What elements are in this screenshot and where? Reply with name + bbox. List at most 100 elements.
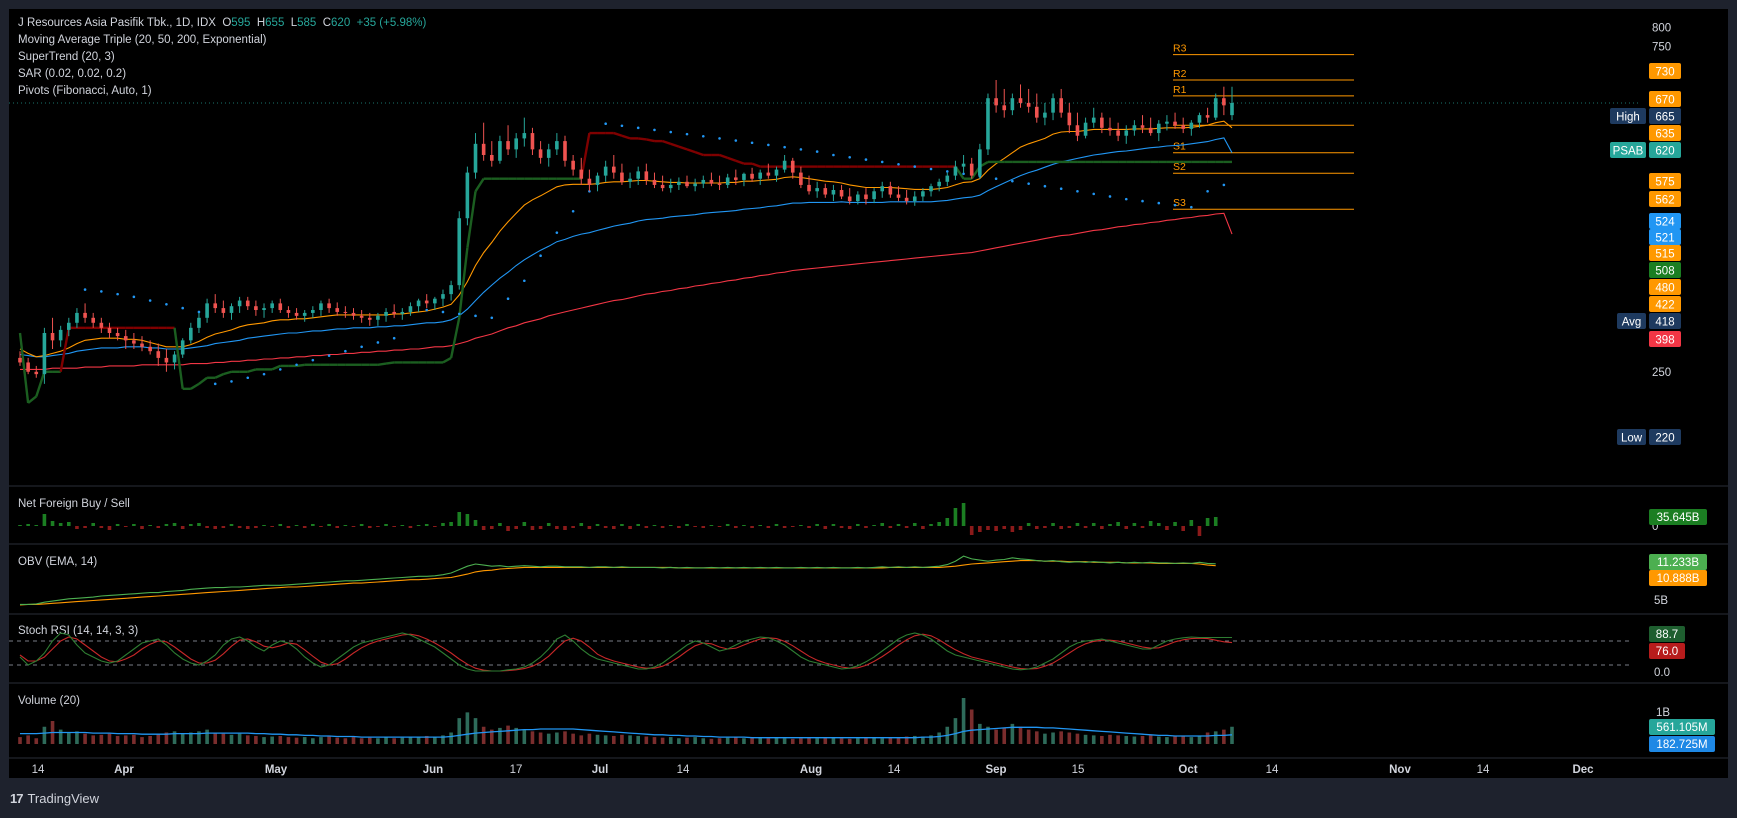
candle-body bbox=[34, 371, 39, 375]
net-foreign-bar bbox=[1108, 524, 1112, 526]
net-foreign-bar bbox=[563, 526, 567, 530]
x-tick-14: 14 bbox=[888, 764, 901, 776]
low-label: L bbox=[290, 17, 298, 29]
price-label-value: 508 bbox=[1655, 266, 1674, 278]
price-label-value: 562 bbox=[1655, 195, 1674, 207]
indicator-ma-triple[interactable]: Moving Average Triple (20, 50, 200, Expo… bbox=[18, 34, 267, 46]
candle-body bbox=[660, 184, 665, 189]
volume-last-box bbox=[1649, 719, 1715, 735]
price-label-value: 398 bbox=[1655, 335, 1674, 347]
candle bbox=[1100, 112, 1104, 134]
y-tick-750: 750 bbox=[1652, 42, 1671, 54]
candle bbox=[1181, 117, 1185, 134]
net-foreign-bar bbox=[831, 524, 836, 526]
price-label-box bbox=[1649, 429, 1681, 445]
candle bbox=[1124, 125, 1129, 144]
net-foreign-bar bbox=[67, 522, 71, 526]
sar-dot bbox=[799, 148, 803, 151]
net-foreign-bar bbox=[424, 524, 429, 526]
sar-dot bbox=[1059, 187, 1063, 191]
net-foreign-bar bbox=[953, 508, 958, 526]
supertrend-segment bbox=[173, 327, 184, 389]
candle-body bbox=[717, 183, 722, 185]
candle-body bbox=[563, 141, 567, 161]
candle bbox=[660, 175, 665, 192]
candle-body bbox=[937, 181, 941, 187]
supertrend-segment bbox=[377, 362, 387, 366]
net-foreign-bar bbox=[83, 526, 87, 528]
net-foreign-bar bbox=[595, 524, 600, 526]
candle bbox=[709, 172, 714, 187]
candle-body bbox=[1189, 122, 1194, 129]
candle bbox=[774, 166, 779, 182]
net-foreign-bar bbox=[1051, 523, 1055, 526]
obv-last-text: 10.888B bbox=[1657, 573, 1700, 585]
candle-body bbox=[1173, 121, 1177, 126]
indicator-sar[interactable]: SAR (0.02, 0.02, 0.2) bbox=[18, 68, 127, 80]
sar-dot bbox=[132, 295, 136, 299]
net-foreign-bar bbox=[660, 526, 665, 528]
supertrend-segment bbox=[646, 138, 655, 143]
net-foreign-bar bbox=[1100, 526, 1104, 529]
candle-body bbox=[929, 186, 933, 192]
volume-bar bbox=[481, 726, 486, 744]
net-foreign-bar bbox=[1018, 526, 1023, 530]
candle-body bbox=[530, 133, 535, 150]
tradingview-footer[interactable]: 17 TradingView bbox=[10, 791, 99, 806]
price-label-422: 422 bbox=[1649, 296, 1681, 312]
price-label-box bbox=[1649, 125, 1681, 141]
net-foreign-bar bbox=[603, 526, 608, 528]
net-foreign-bar bbox=[668, 525, 673, 526]
candle-body bbox=[1083, 122, 1088, 136]
volume-bar bbox=[685, 737, 689, 744]
volume-bar bbox=[782, 738, 787, 744]
candle-body bbox=[58, 329, 63, 341]
sar-dot bbox=[1076, 189, 1079, 193]
volume-bar bbox=[294, 737, 299, 744]
price-label-value: 220 bbox=[1655, 433, 1674, 445]
volume-bar bbox=[1059, 731, 1063, 744]
price-label-418: 418 Avg bbox=[1617, 313, 1681, 329]
candle-body bbox=[1132, 125, 1137, 131]
net-foreign-bar bbox=[555, 526, 559, 529]
indicator-supertrend[interactable]: SuperTrend (20, 3) bbox=[18, 51, 115, 63]
candle-body bbox=[774, 169, 779, 176]
candle bbox=[1075, 112, 1080, 142]
candle-body bbox=[18, 357, 22, 363]
candle bbox=[603, 160, 608, 182]
candle-body bbox=[546, 149, 551, 158]
candle-body bbox=[782, 160, 787, 170]
net-foreign-bar bbox=[156, 526, 161, 528]
sar-dot bbox=[1190, 205, 1193, 209]
sar-dot bbox=[848, 155, 851, 159]
pivot-label-s1: S1 bbox=[1173, 141, 1186, 153]
sar-dot bbox=[701, 134, 705, 138]
volume-bar bbox=[742, 738, 746, 744]
sar-dot bbox=[116, 292, 119, 296]
volume-bar bbox=[335, 737, 340, 744]
candle bbox=[1026, 88, 1031, 113]
candle bbox=[912, 191, 917, 206]
candle bbox=[1043, 102, 1047, 126]
candle bbox=[937, 178, 941, 192]
volume-bar bbox=[75, 731, 79, 744]
supertrend-segment bbox=[385, 361, 395, 365]
supertrend-segment bbox=[190, 382, 200, 390]
chart-canvas[interactable] bbox=[9, 9, 1728, 778]
candle bbox=[530, 127, 535, 156]
net-foreign-bar bbox=[839, 526, 844, 528]
net-foreign-bar bbox=[302, 526, 307, 528]
indicator-pivots[interactable]: Pivots (Fibonacci, Auto, 1) bbox=[18, 85, 152, 97]
net-foreign-bar bbox=[856, 524, 860, 526]
symbol-name[interactable]: J Resources Asia Pasifik Tbk., 1D, IDX bbox=[18, 17, 216, 29]
candle-body bbox=[799, 172, 803, 185]
candle-body bbox=[1116, 130, 1120, 136]
candle bbox=[359, 310, 364, 323]
candle bbox=[441, 289, 445, 307]
net-foreign-bar bbox=[880, 523, 885, 526]
volume-bar bbox=[538, 732, 543, 744]
net-foreign-bar bbox=[99, 526, 104, 528]
sar-dot bbox=[246, 376, 250, 380]
supertrend-segment bbox=[198, 376, 208, 385]
net-foreign-bar bbox=[294, 525, 299, 526]
